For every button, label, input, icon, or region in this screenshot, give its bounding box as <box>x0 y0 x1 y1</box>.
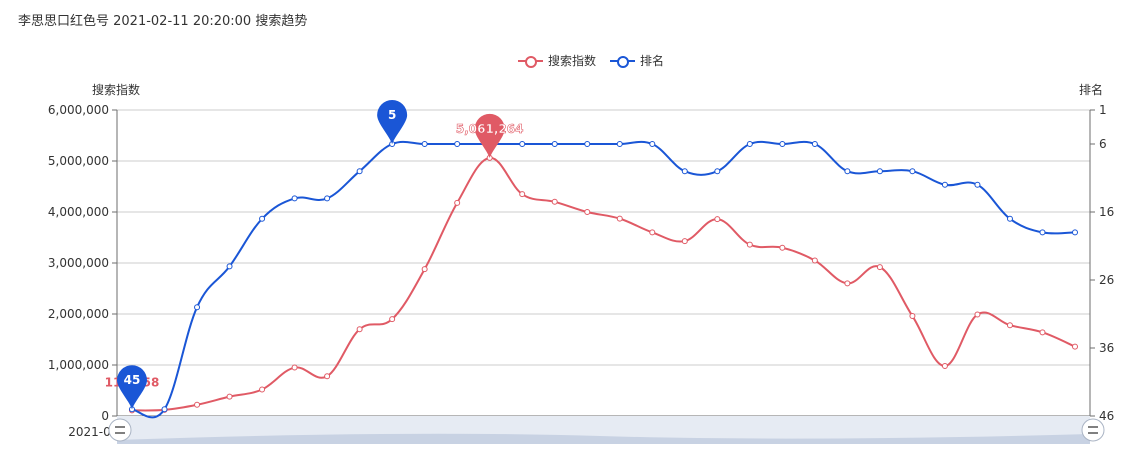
point-index <box>291 364 298 371</box>
point-rank <box>356 168 363 175</box>
y-right-tick-label: 46 <box>1099 409 1114 423</box>
rank-start-pin: 45 <box>117 365 147 410</box>
point-rank <box>324 195 331 202</box>
point-index <box>584 209 591 215</box>
point-rank <box>876 168 883 175</box>
y-right-tick-label: 6 <box>1099 137 1107 151</box>
data-zoom-preview <box>117 433 1090 444</box>
point-index <box>941 363 948 370</box>
y-left-tick-label: 1,000,000 <box>48 358 109 372</box>
point-rank <box>1072 229 1078 236</box>
point-rank <box>616 141 623 147</box>
y-left-tick-label: 3,000,000 <box>48 256 109 270</box>
point-rank <box>779 141 786 147</box>
handle-circle <box>1081 418 1105 442</box>
point-rank <box>584 141 591 147</box>
point-index <box>1039 329 1046 336</box>
y-right-tick-label: 36 <box>1099 341 1114 355</box>
slider-start-handle[interactable] <box>108 418 132 442</box>
point-index <box>1006 322 1013 329</box>
rank-best-pin-label: 5 <box>388 108 396 122</box>
point-index <box>389 316 396 323</box>
series-line-index <box>131 156 1076 412</box>
point-index <box>454 199 461 206</box>
y-right-axis-name: 排名 <box>1079 83 1104 97</box>
point-rank <box>909 168 916 175</box>
legend-label-index: 搜索指数 <box>548 54 597 68</box>
point-rank <box>746 141 753 147</box>
y-left-axis-name: 搜索指数 <box>92 83 141 97</box>
point-rank <box>194 304 201 311</box>
y-right-tick-label: 16 <box>1099 205 1114 219</box>
y-left-tick-label: 2,000,000 <box>48 307 109 321</box>
point-index <box>194 401 201 408</box>
point-rank <box>974 181 981 188</box>
point-index <box>909 313 916 320</box>
point-rank <box>161 406 168 413</box>
point-rank <box>259 215 266 222</box>
point-rank <box>421 141 428 147</box>
point-index <box>681 238 688 245</box>
point-index <box>811 257 818 264</box>
rank-best-pin-shape <box>377 100 408 144</box>
point-index <box>616 215 623 222</box>
point-index <box>356 326 363 333</box>
index-max-label: 5,061,264 <box>456 122 524 136</box>
point-rank <box>811 141 818 147</box>
rank-start-pin-label: 45 <box>124 373 141 387</box>
page-title: 李思思口红色号 2021-02-11 20:20:00 搜索趋势 <box>18 14 308 29</box>
point-rank <box>681 168 688 175</box>
series-line-rank <box>131 140 1076 419</box>
point-rank <box>941 181 948 188</box>
point-index <box>226 393 233 400</box>
point-index <box>324 373 331 380</box>
legend-item-index[interactable]: 搜索指数 <box>518 52 596 69</box>
point-index <box>844 280 851 287</box>
y-left-tick-label: 6,000,000 <box>48 103 109 117</box>
y-left-tick-label: 5,000,000 <box>48 154 109 168</box>
point-rank <box>551 141 558 147</box>
point-index <box>746 241 753 248</box>
index-max-pin-shape <box>474 113 505 158</box>
y-left-tick-label: 0 <box>101 409 109 423</box>
point-index <box>519 191 526 198</box>
y-right-tick-label: 1 <box>1099 103 1107 117</box>
point-index <box>714 216 721 223</box>
point-index <box>259 386 266 393</box>
point-rank <box>844 168 851 175</box>
handle-circle <box>108 418 132 442</box>
point-rank <box>1006 215 1013 222</box>
point-rank <box>649 141 656 147</box>
point-rank <box>454 141 461 147</box>
point-rank <box>1039 229 1046 236</box>
point-index <box>1072 343 1078 350</box>
point-index <box>779 244 786 251</box>
legend-label-rank: 排名 <box>640 54 665 68</box>
legend-item-rank[interactable]: 排名 <box>610 52 664 69</box>
point-rank <box>291 195 298 202</box>
point-index <box>974 311 981 318</box>
point-index <box>421 266 428 273</box>
chart-legend: 搜索指数 排名 <box>518 52 664 69</box>
point-rank <box>714 168 721 175</box>
legend-swatch-rank <box>610 55 636 68</box>
point-index <box>876 264 883 271</box>
index-max-pin <box>474 113 505 158</box>
y-right-tick-label: 26 <box>1099 273 1114 287</box>
slider-end-handle[interactable] <box>1081 418 1105 442</box>
point-rank <box>519 141 526 147</box>
point-rank <box>226 263 233 270</box>
rank-start-pin-shape <box>117 365 147 410</box>
y-left-tick-label: 4,000,000 <box>48 205 109 219</box>
point-index <box>551 198 558 205</box>
rank-best-pin: 5 <box>377 100 408 144</box>
legend-swatch-index <box>518 55 543 68</box>
point-index <box>649 229 656 236</box>
